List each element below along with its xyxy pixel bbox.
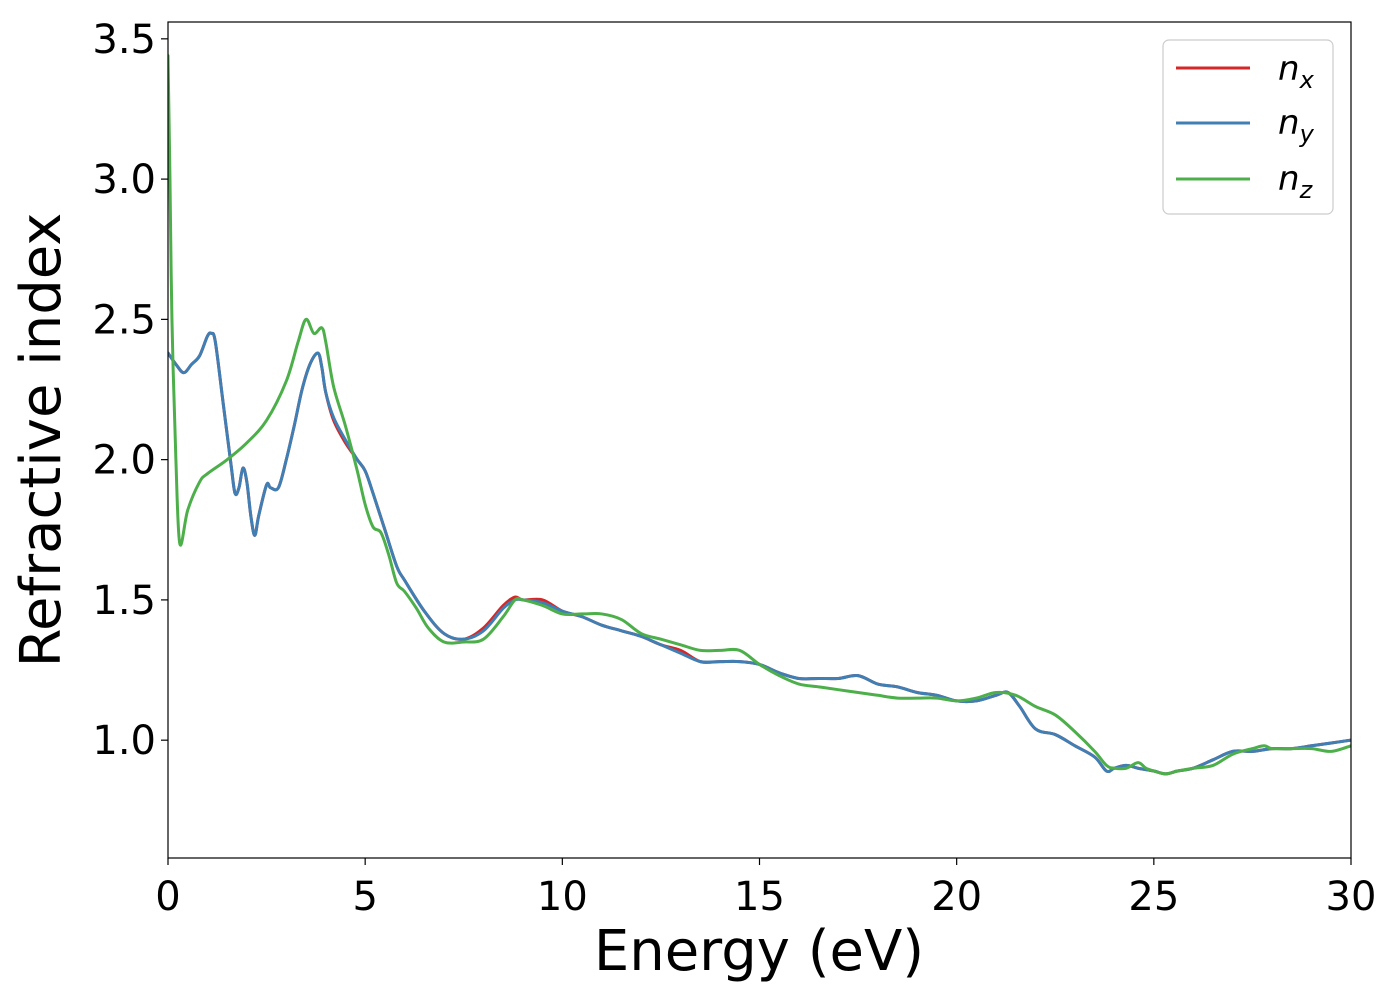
y-tick-label: 3.0 <box>92 157 156 203</box>
legend: nx ny nz <box>1162 39 1334 215</box>
x-tick-label: 15 <box>734 874 785 920</box>
y-axis: 1.0 1.5 2.0 2.5 3.0 3.5 <box>92 17 168 764</box>
legend-label-nx: nx <box>1278 49 1315 94</box>
legend-label-nz: nz <box>1278 159 1314 204</box>
x-axis: 0 5 10 15 20 25 30 <box>155 858 1376 920</box>
y-axis-label: Refractive index <box>9 213 74 668</box>
x-tick-label: 25 <box>1128 874 1179 920</box>
y-tick-label: 2.5 <box>92 297 156 343</box>
x-tick-label: 30 <box>1326 874 1377 920</box>
x-axis-label: Energy (eV) <box>594 919 924 984</box>
x-tick-label: 5 <box>352 874 377 920</box>
series-line-nz <box>168 54 1351 776</box>
x-tick-label: 0 <box>155 874 180 920</box>
series-layer <box>168 54 1351 776</box>
y-tick-label: 3.5 <box>92 17 156 63</box>
legend-box <box>1162 39 1334 215</box>
y-tick-label: 2.0 <box>92 438 156 484</box>
x-tick-label: 20 <box>931 874 982 920</box>
y-tick-label: 1.5 <box>92 578 156 624</box>
x-tick-label: 10 <box>537 874 588 920</box>
y-tick-label: 1.0 <box>92 718 156 764</box>
legend-label-ny: ny <box>1278 103 1315 148</box>
